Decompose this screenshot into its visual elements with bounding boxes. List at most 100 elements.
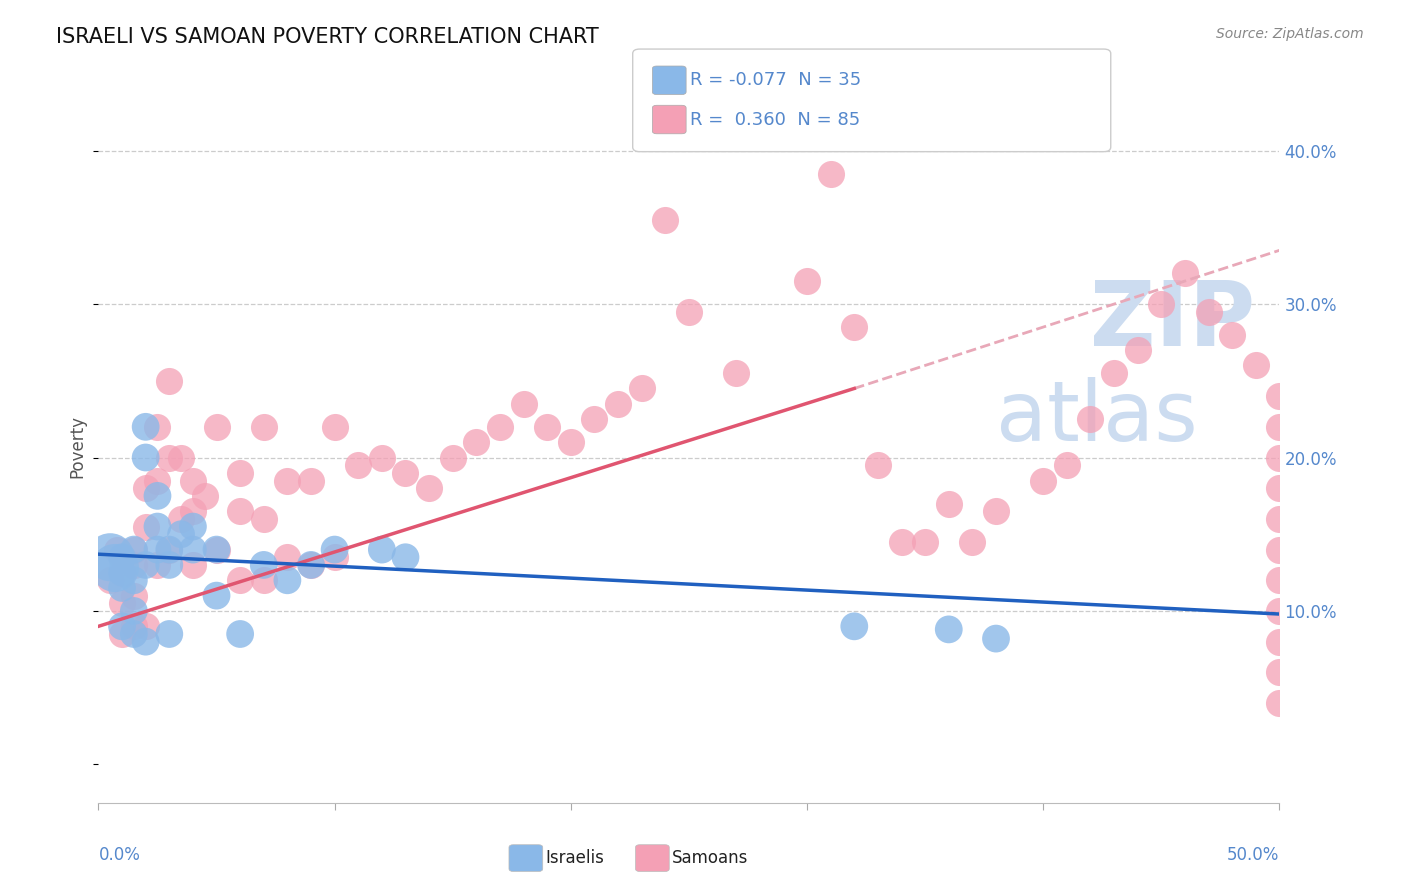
- Point: [146, 489, 169, 503]
- Point: [938, 497, 960, 511]
- Point: [253, 558, 276, 572]
- Text: R = -0.077  N = 35: R = -0.077 N = 35: [690, 71, 862, 89]
- Text: Samoans: Samoans: [672, 849, 748, 867]
- Point: [866, 458, 889, 473]
- Point: [111, 627, 134, 641]
- Point: [111, 566, 134, 580]
- Point: [111, 596, 134, 610]
- Point: [630, 381, 652, 395]
- Point: [229, 504, 252, 518]
- Point: [122, 558, 145, 572]
- Point: [914, 535, 936, 549]
- Point: [984, 504, 1007, 518]
- Point: [725, 366, 748, 380]
- Point: [135, 558, 157, 572]
- Point: [1268, 634, 1291, 648]
- Point: [1268, 512, 1291, 526]
- Point: [135, 450, 157, 465]
- Point: [371, 450, 394, 465]
- Point: [678, 304, 700, 318]
- Point: [105, 542, 128, 557]
- Point: [441, 450, 464, 465]
- Text: Source: ZipAtlas.com: Source: ZipAtlas.com: [1216, 27, 1364, 41]
- Point: [371, 542, 394, 557]
- Point: [122, 542, 145, 557]
- Point: [1268, 665, 1291, 680]
- Point: [1268, 450, 1291, 465]
- Text: atlas: atlas: [995, 376, 1198, 458]
- Point: [1268, 696, 1291, 710]
- Point: [122, 542, 145, 557]
- Point: [146, 474, 169, 488]
- Point: [146, 519, 169, 533]
- Text: ZIP: ZIP: [1091, 277, 1256, 366]
- Point: [111, 581, 134, 595]
- Point: [135, 481, 157, 495]
- Point: [98, 550, 121, 565]
- Text: R =  0.360  N = 85: R = 0.360 N = 85: [690, 111, 860, 128]
- Point: [1268, 574, 1291, 588]
- Point: [135, 619, 157, 633]
- Point: [122, 627, 145, 641]
- Point: [1032, 474, 1054, 488]
- Point: [205, 419, 228, 434]
- Point: [229, 574, 252, 588]
- Point: [276, 474, 298, 488]
- Point: [583, 412, 606, 426]
- Y-axis label: Poverty: Poverty: [69, 415, 87, 477]
- Point: [1268, 604, 1291, 618]
- Text: 0.0%: 0.0%: [98, 846, 141, 863]
- Point: [181, 542, 204, 557]
- Point: [323, 419, 346, 434]
- Point: [1174, 266, 1197, 280]
- Point: [229, 466, 252, 480]
- Point: [157, 542, 180, 557]
- Point: [394, 466, 416, 480]
- Point: [135, 634, 157, 648]
- Point: [890, 535, 912, 549]
- Point: [938, 623, 960, 637]
- Point: [122, 619, 145, 633]
- Point: [157, 374, 180, 388]
- Point: [146, 419, 169, 434]
- Point: [122, 589, 145, 603]
- Point: [323, 542, 346, 557]
- Point: [276, 550, 298, 565]
- Point: [323, 550, 346, 565]
- Point: [820, 167, 842, 181]
- Point: [205, 589, 228, 603]
- Point: [181, 519, 204, 533]
- Point: [796, 274, 818, 288]
- Point: [536, 419, 558, 434]
- Point: [299, 474, 322, 488]
- Point: [157, 627, 180, 641]
- Point: [1150, 297, 1173, 311]
- Point: [181, 474, 204, 488]
- Text: 50.0%: 50.0%: [1227, 846, 1279, 863]
- Point: [276, 574, 298, 588]
- Point: [194, 489, 217, 503]
- Point: [560, 435, 582, 450]
- Point: [157, 558, 180, 572]
- Point: [465, 435, 488, 450]
- Point: [1080, 412, 1102, 426]
- Point: [146, 558, 169, 572]
- Point: [157, 542, 180, 557]
- Point: [104, 561, 127, 575]
- Point: [157, 450, 180, 465]
- Point: [607, 397, 630, 411]
- Point: [1268, 481, 1291, 495]
- Point: [122, 604, 145, 618]
- Point: [1268, 419, 1291, 434]
- Point: [98, 574, 121, 588]
- Point: [135, 419, 157, 434]
- Point: [1198, 304, 1220, 318]
- Text: ISRAELI VS SAMOAN POVERTY CORRELATION CHART: ISRAELI VS SAMOAN POVERTY CORRELATION CH…: [56, 27, 599, 46]
- Point: [1102, 366, 1125, 380]
- Point: [181, 504, 204, 518]
- Point: [111, 566, 134, 580]
- Point: [299, 558, 322, 572]
- Point: [962, 535, 984, 549]
- Point: [135, 519, 157, 533]
- Point: [253, 512, 276, 526]
